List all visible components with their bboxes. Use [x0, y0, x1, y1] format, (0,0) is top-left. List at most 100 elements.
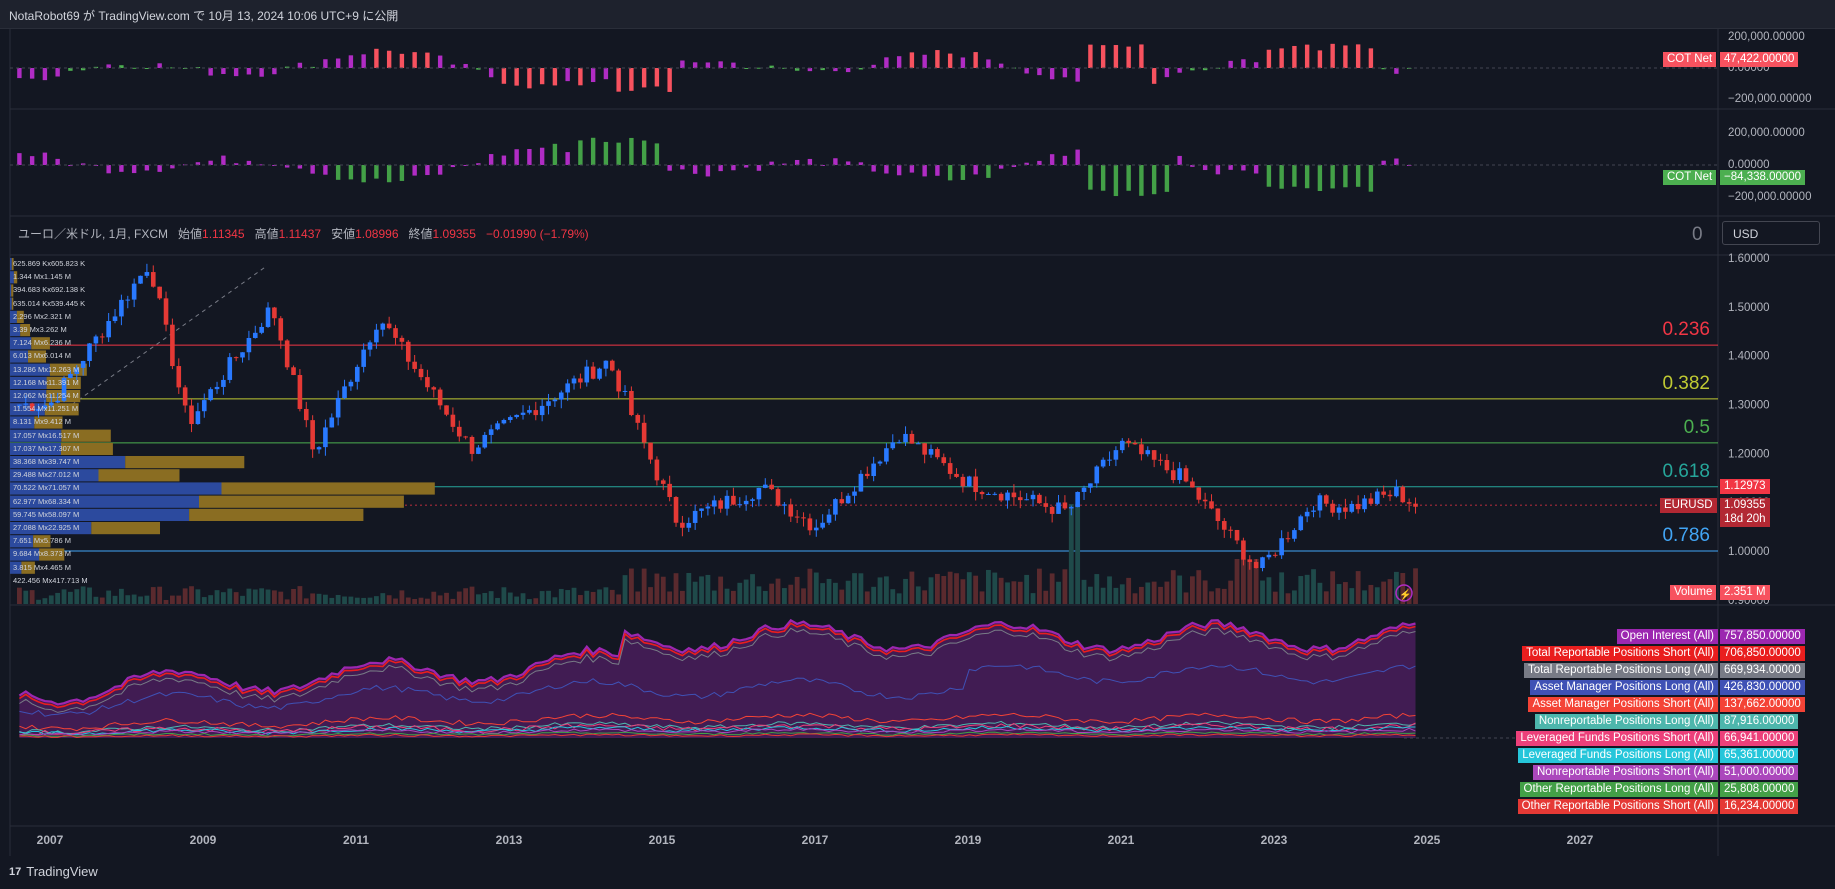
volume-bar — [1094, 574, 1100, 604]
chart-canvas[interactable]: ⚡ 200,000.00000 0.00000 −200,000.00000 200,… — [0, 0, 1835, 856]
candle-body — [1209, 501, 1214, 509]
trend-line — [65, 267, 265, 410]
volume-bar — [1311, 569, 1316, 604]
candle-body — [488, 429, 494, 435]
cot1-bar — [323, 59, 328, 68]
volume-bar — [150, 587, 156, 604]
cot1-bar — [374, 48, 379, 68]
volume-bar — [533, 598, 539, 604]
candle-body — [291, 367, 296, 376]
cot2-bar — [1343, 165, 1348, 188]
cot2-bar — [386, 165, 392, 183]
cot-legend-value: 16,234.00000 — [1720, 799, 1799, 814]
volume-bar — [1183, 592, 1189, 604]
vp-label: 29.488 Mx27.012 M — [13, 470, 80, 480]
volume-bar — [112, 595, 118, 604]
candle-body — [201, 400, 207, 412]
candle-body — [1317, 495, 1323, 511]
vp-label: 422.456 Mx417.713 M — [13, 575, 88, 585]
volume-bar — [42, 598, 48, 604]
volume-bar — [259, 588, 265, 604]
volume-bar — [1362, 590, 1367, 604]
vp-sell-bar — [21, 561, 35, 574]
cot1-bar — [667, 68, 672, 92]
volume-bar — [718, 576, 724, 604]
vp-buy-bar — [10, 337, 32, 350]
volume-bar — [762, 590, 768, 604]
cot-legend-row: Total Reportable Positions Short (All) — [1522, 646, 1718, 661]
cot1-bar — [1049, 68, 1055, 80]
vp-sell-bar — [125, 456, 245, 469]
cot1-bar — [1241, 59, 1246, 68]
cot1-bar — [1100, 45, 1106, 68]
cot2-bar — [1304, 165, 1310, 189]
volume-bar — [1394, 571, 1399, 604]
candle-body — [616, 370, 621, 392]
candle-body — [189, 405, 194, 425]
candle-body — [801, 517, 806, 519]
volume-bar — [660, 576, 666, 604]
volume-bar — [131, 594, 137, 604]
vp-buy-bar — [10, 390, 47, 403]
volume-bar — [374, 596, 379, 604]
cot2-bar — [1113, 165, 1119, 197]
cot1-bar — [1279, 48, 1284, 68]
volume-bar — [240, 595, 245, 604]
cot2-bar — [1355, 165, 1361, 187]
time-axis-label: 2025 — [1414, 833, 1441, 847]
vp-sell-bar — [61, 442, 113, 455]
bolt-icon: ⚡ — [1399, 588, 1411, 601]
cot1-bar — [1355, 44, 1361, 68]
volume-bar — [125, 595, 131, 604]
candle-body — [278, 318, 284, 341]
cot-legend-value-text: 25,808.00000 — [1720, 782, 1799, 797]
volume-bar — [80, 586, 86, 604]
volume-bar — [794, 576, 800, 604]
vp-sell-bar — [31, 337, 50, 350]
candle-body — [750, 499, 755, 501]
candle-body — [106, 321, 111, 338]
vp-buy-bar — [10, 350, 28, 363]
cot-legend-name: Asset Manager Positions Long (All) — [1530, 680, 1718, 695]
candle-body — [507, 417, 513, 420]
candle-body — [297, 375, 303, 409]
candle-body — [87, 343, 92, 361]
vp-buy-bar — [10, 310, 17, 323]
cot1-bar — [119, 65, 124, 68]
volume-bar — [877, 577, 883, 604]
cot1-bar — [106, 64, 111, 68]
candle-body — [1241, 540, 1246, 560]
candle-body — [1075, 491, 1080, 508]
cot-legend-row: Other Reportable Positions Short (All) — [1517, 799, 1718, 814]
cot2-bar — [42, 152, 48, 165]
volume-bar — [1005, 582, 1010, 604]
candle-body — [1170, 470, 1176, 481]
cot2-bar — [1024, 162, 1029, 165]
vp-buy-bar — [10, 284, 12, 297]
vp-buy-bar — [10, 508, 190, 521]
candle-body — [1311, 510, 1316, 512]
cot1-bar — [386, 50, 392, 68]
candle-body — [629, 390, 634, 416]
cot2-bar — [1037, 160, 1042, 165]
replay-icon[interactable] — [1395, 584, 1413, 602]
volume-bar — [444, 592, 449, 604]
candle-body — [826, 514, 832, 523]
vp-sell-bar — [61, 429, 111, 442]
vp-sell-bar — [16, 310, 24, 323]
cot-legend-name: Leveraged Funds Positions Short (All) — [1516, 731, 1718, 746]
currency-selector[interactable]: USD — [1722, 221, 1820, 245]
cot-legend-value-text: 757,850.00000 — [1720, 629, 1805, 644]
volume-bar — [558, 588, 564, 604]
candle-body — [533, 410, 539, 416]
cot-legend-value-text: 426,830.00000 — [1720, 680, 1805, 695]
candle-body — [227, 357, 233, 380]
candle-body — [609, 360, 615, 371]
cot1-bar — [1304, 44, 1310, 68]
candle-body — [157, 286, 162, 299]
vp-label: 17.057 Mx16.517 M — [13, 430, 80, 440]
cot2-bar — [29, 156, 35, 165]
candle-body — [724, 495, 730, 509]
candle-body — [1190, 481, 1195, 488]
tradingview-logo[interactable]: 17 TradingView — [9, 864, 98, 879]
